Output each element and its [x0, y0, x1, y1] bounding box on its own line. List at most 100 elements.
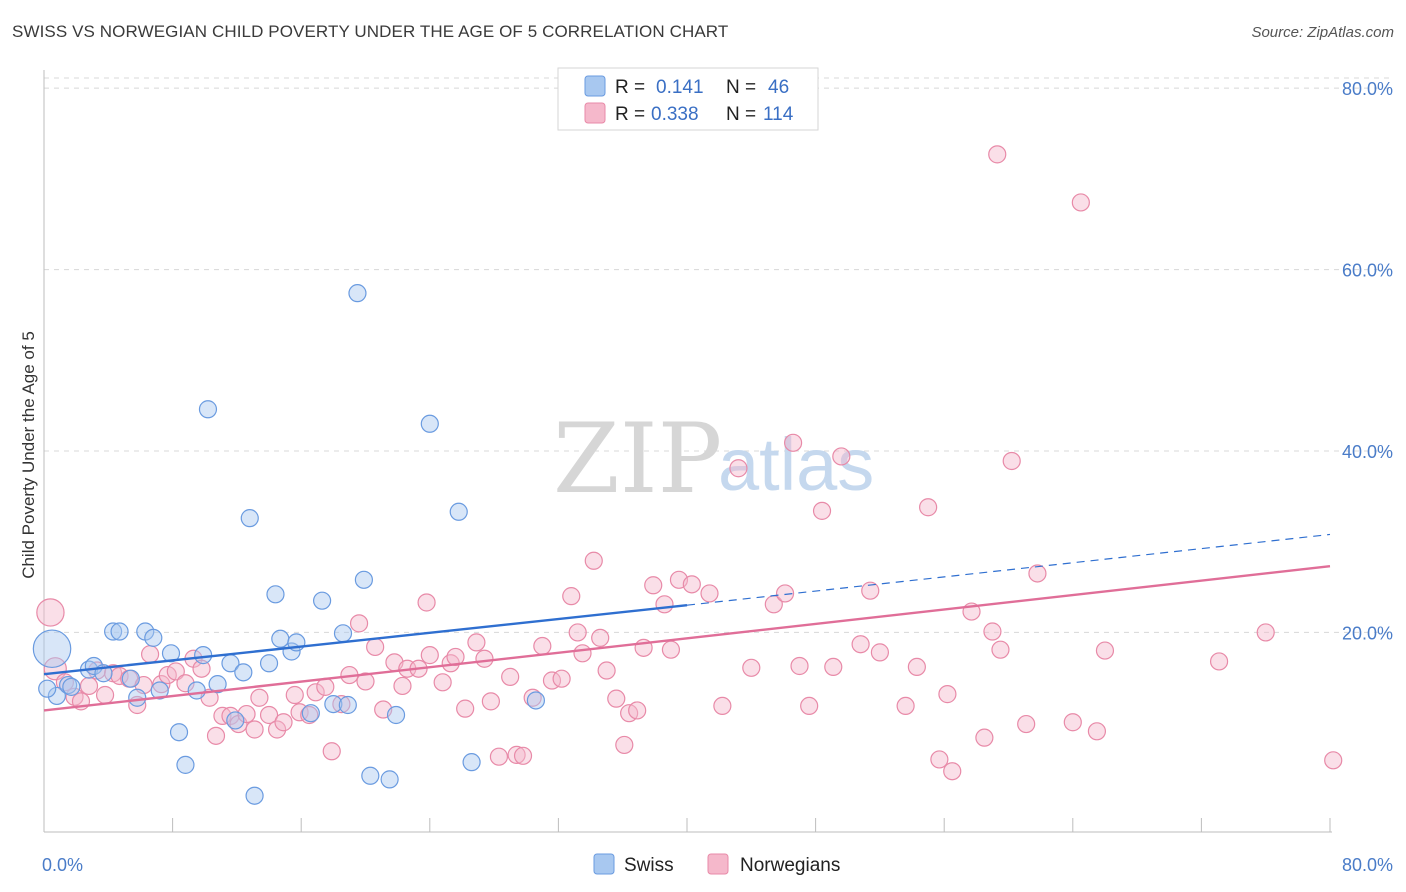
- swiss-points: [32, 284, 545, 805]
- legend-swiss-r-label: R =: [615, 77, 645, 98]
- norwegians-point-81: [713, 696, 732, 716]
- swiss-point-23: [234, 663, 253, 682]
- swiss-point-7: [104, 622, 123, 641]
- norwegians-point-52: [456, 699, 475, 718]
- swiss-point-16: [176, 755, 195, 774]
- norwegians-point-73: [628, 701, 647, 720]
- bottom-legend-swatch-norwegians: [707, 853, 729, 875]
- norwegians-point-48: [420, 646, 439, 665]
- norwegians-point-83: [742, 658, 761, 677]
- swiss-point-26: [259, 654, 279, 673]
- norwegians-point-91: [832, 447, 851, 466]
- swiss-point-18: [194, 646, 213, 665]
- norwegians-point-112: [943, 762, 962, 781]
- trend-lines: [43, 533, 1331, 712]
- norwegians-point-36: [322, 742, 341, 761]
- norwegians-point-60: [523, 688, 542, 707]
- norwegians-point-64: [562, 587, 581, 606]
- swiss-point-20: [208, 675, 227, 694]
- norwegians-point-100: [975, 728, 994, 747]
- norwegians-point-104: [1017, 714, 1036, 734]
- norwegians-point-44: [393, 676, 412, 696]
- swiss-point-2: [59, 675, 78, 695]
- norwegians-point-55: [481, 692, 500, 711]
- swiss-point-37: [354, 570, 373, 589]
- norwegians-point-5: [79, 676, 99, 696]
- norwegians-point-88: [800, 696, 819, 716]
- norwegians-point-63: [552, 669, 571, 688]
- swiss-point-1: [47, 686, 66, 706]
- norwegians-point-41: [366, 637, 385, 657]
- norwegians-point-101: [983, 622, 1002, 641]
- norwegians-point-97: [919, 498, 938, 517]
- swiss-point-13: [150, 681, 169, 700]
- norwegians-point-107: [1087, 722, 1107, 741]
- swiss-point-41: [420, 414, 439, 433]
- swiss-point-12: [144, 628, 163, 647]
- swiss-point-14: [161, 644, 181, 663]
- swiss-point-3: [62, 677, 81, 696]
- norwegians-point-86: [783, 433, 803, 452]
- axes: [43, 70, 1332, 833]
- bottom-legend-norwegians: Norwegians: [740, 855, 840, 876]
- y-axis-label: Child Poverty Under the Age of 5: [19, 331, 38, 579]
- norwegians-point-70: [607, 689, 626, 708]
- norwegians-point-54: [475, 649, 494, 668]
- y-tick-labels: 20.0% 40.0% 60.0% 80.0%: [1342, 79, 1393, 643]
- norwegians-point-108: [1095, 641, 1115, 660]
- swiss-point-24: [240, 509, 259, 528]
- norwegians-point-27: [250, 688, 269, 707]
- swiss-point-31: [301, 704, 320, 723]
- legend-swatch-norwegians: [584, 102, 606, 124]
- norwegians-point-92: [851, 635, 870, 654]
- norwegians-point-47: [417, 593, 436, 612]
- norwegians-point-75: [644, 576, 663, 595]
- swiss-point-15: [169, 723, 189, 742]
- legend-norw-n-label: N =: [726, 104, 756, 125]
- bottom-legend-swatch-swiss: [593, 853, 615, 875]
- y-tick-label-0: 20.0%: [1342, 623, 1393, 643]
- norwegians-point-94: [870, 643, 890, 662]
- swiss-point-44: [526, 691, 545, 710]
- swiss-point-32: [312, 591, 332, 610]
- norwegians-point-106: [1063, 713, 1082, 732]
- norwegians-point-113: [930, 750, 949, 769]
- norwegians-point-49: [433, 673, 452, 692]
- legend-norw-r-value: 0.338: [651, 104, 699, 125]
- norwegians-point-79: [682, 575, 701, 594]
- norwegians-point-58: [507, 745, 526, 764]
- chart-source: Source: ZipAtlas.com: [1251, 24, 1394, 41]
- norwegians-point-76: [655, 595, 674, 614]
- norwegians-point-114: [988, 145, 1007, 164]
- norwegians-point-16: [166, 662, 185, 681]
- norwegians-point-103: [1002, 451, 1021, 471]
- norwegians-point-115: [1071, 193, 1090, 212]
- norwegians-point-39: [349, 614, 369, 633]
- norwegians-point-53: [467, 633, 486, 652]
- swiss-point-33: [324, 694, 343, 714]
- norwegians-point-80: [700, 584, 719, 603]
- norwegians-point-98: [938, 685, 957, 704]
- swiss-point-17: [187, 681, 206, 700]
- norwegians-point-69: [597, 661, 616, 680]
- norwegians-point-29: [267, 720, 287, 739]
- swiss-point-19: [198, 400, 218, 419]
- y-tick-label-2: 60.0%: [1342, 261, 1393, 281]
- norwegians-point-56: [489, 747, 509, 766]
- chart-title: SWISS VS NORWEGIAN CHILD POVERTY UNDER T…: [12, 22, 729, 41]
- swiss-point-45: [38, 679, 57, 698]
- norwegians-point-40: [356, 672, 375, 691]
- watermark: ZIP atlas: [553, 403, 874, 515]
- norwegians-point-28: [259, 705, 279, 725]
- swiss-point-43: [462, 753, 481, 772]
- norwegians-point-34: [306, 683, 325, 702]
- norwegians-point-71: [615, 735, 634, 755]
- swiss-point-38: [361, 766, 380, 785]
- y-tick-label-3: 80.0%: [1342, 79, 1393, 99]
- swiss-point-34: [333, 624, 353, 643]
- swiss-point-42: [449, 502, 468, 521]
- norwegians-point-68: [591, 628, 610, 647]
- norwegians-point-14: [152, 675, 171, 694]
- norwegians-point-25: [237, 704, 256, 724]
- norwegians-points: [36, 145, 1343, 781]
